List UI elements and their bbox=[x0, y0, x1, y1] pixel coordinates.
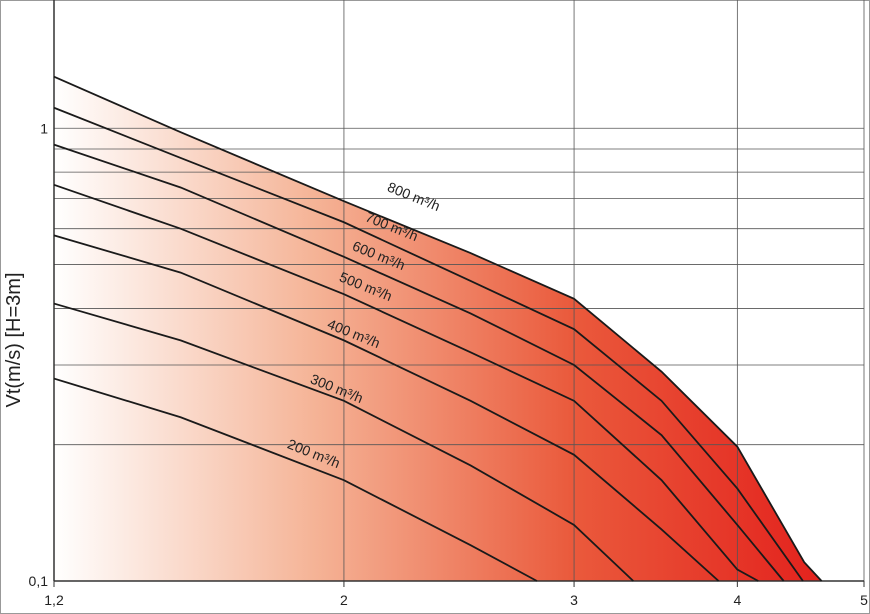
series-line bbox=[53, 106, 804, 582]
x-tick-label: 3 bbox=[570, 592, 578, 608]
series-label: 800 m³/h bbox=[385, 179, 442, 215]
y-tick-label: 1 bbox=[40, 120, 48, 136]
fill-area bbox=[54, 76, 822, 581]
series-line bbox=[53, 234, 720, 582]
x-tick-label: 4 bbox=[733, 592, 741, 608]
y-tick-label: 0,1 bbox=[29, 573, 49, 589]
series-line bbox=[53, 302, 634, 582]
x-tick-label: 5 bbox=[860, 592, 868, 608]
series-line bbox=[53, 143, 785, 582]
series-line bbox=[53, 75, 823, 582]
y-axis-title: Vt(m/s) [H=3m] bbox=[3, 272, 25, 407]
x-tick-label: 2 bbox=[340, 592, 348, 608]
series-line bbox=[53, 377, 538, 582]
series-line bbox=[53, 183, 759, 582]
x-tick-label: 1,2 bbox=[44, 592, 64, 608]
